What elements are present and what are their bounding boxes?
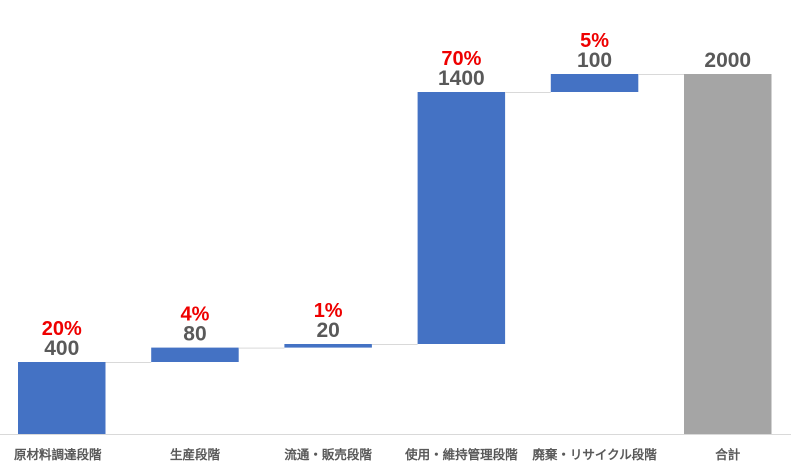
percent-label-5: 5% [580, 30, 609, 52]
value-label-3: 20 [316, 319, 339, 342]
bar-6 [684, 74, 772, 434]
bar-4 [417, 92, 506, 344]
value-label-1: 400 [44, 337, 79, 360]
category-label-2: 生産段階 [170, 447, 221, 462]
percent-label-4: 70% [441, 48, 481, 70]
value-label-5: 100 [577, 49, 612, 72]
category-label-5: 廃棄・リサイクル段階 [532, 447, 657, 462]
category-label-4: 使用・維持管理段階 [404, 447, 518, 462]
percent-label-1: 20% [42, 318, 82, 340]
value-label-6: 2000 [704, 49, 751, 72]
bar-5 [550, 74, 639, 92]
bar-3 [284, 344, 372, 348]
category-label-6: 合計 [715, 447, 741, 462]
percent-label-3: 1% [314, 300, 343, 322]
category-label-1: 原材料調達段階 [14, 447, 102, 462]
percent-label-2: 4% [180, 304, 209, 326]
category-label-3: 流通・販売段階 [284, 447, 372, 462]
value-label-2: 80 [183, 323, 206, 346]
value-label-4: 1400 [438, 67, 485, 90]
bar-2 [151, 347, 239, 362]
bar-1 [18, 362, 106, 434]
